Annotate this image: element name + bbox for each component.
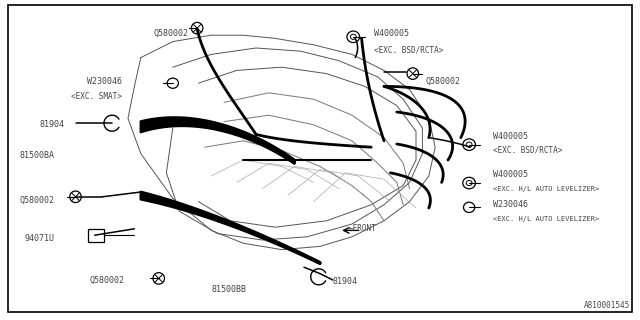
Text: W400005: W400005 — [493, 170, 528, 179]
Text: <EXC. H/L AUTO LEVELIZER>: <EXC. H/L AUTO LEVELIZER> — [493, 186, 599, 192]
Text: ←FRONT: ←FRONT — [349, 224, 376, 233]
Text: Q580002: Q580002 — [19, 196, 54, 204]
Text: <EXC. BSD/RCTA>: <EXC. BSD/RCTA> — [493, 146, 562, 155]
Text: W400005: W400005 — [493, 132, 528, 140]
Text: W400005: W400005 — [374, 29, 410, 38]
Text: W230046: W230046 — [493, 200, 528, 209]
Text: A810001545: A810001545 — [584, 301, 630, 310]
Bar — [88, 229, 104, 242]
Text: 81904: 81904 — [39, 120, 64, 129]
Text: <EXC. BSD/RCTA>: <EXC. BSD/RCTA> — [374, 45, 444, 54]
Text: Q580002: Q580002 — [90, 276, 125, 284]
Text: <EXC. H/L AUTO LEVELIZER>: <EXC. H/L AUTO LEVELIZER> — [493, 216, 599, 222]
Text: 81904: 81904 — [333, 277, 358, 286]
Text: <EXC. SMAT>: <EXC. SMAT> — [71, 92, 122, 100]
Text: 81500BA: 81500BA — [19, 151, 54, 160]
Text: Q580002: Q580002 — [154, 29, 189, 38]
Text: 94071U: 94071U — [24, 234, 54, 243]
Text: 81500BB: 81500BB — [211, 285, 246, 294]
Text: Q580002: Q580002 — [426, 77, 461, 86]
Text: W230046: W230046 — [86, 77, 122, 86]
